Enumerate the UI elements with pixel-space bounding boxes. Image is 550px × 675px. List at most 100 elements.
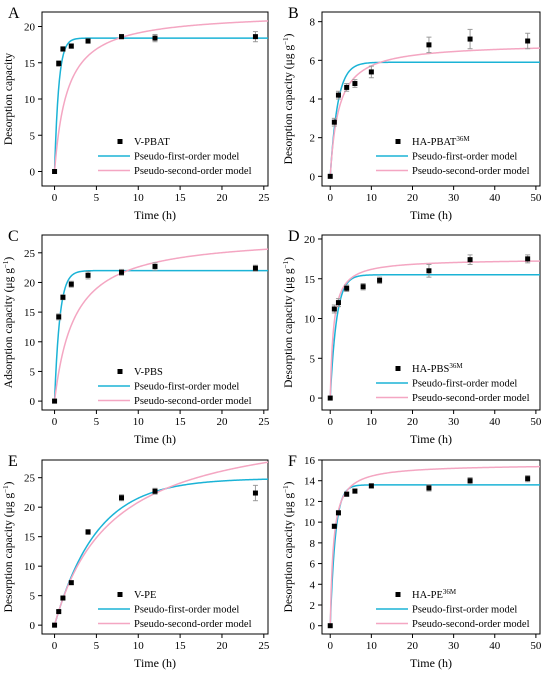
superscript: −1: [2, 260, 10, 268]
pseudo-second-order-curve: [329, 47, 540, 177]
x-tick-label: 15: [175, 192, 187, 204]
y-tick-label: 8: [310, 17, 316, 29]
superscript: 36M: [449, 362, 463, 370]
y-axis-label: Desorption capacity: [3, 53, 15, 146]
data-point: [467, 257, 473, 263]
y-tick-label: 5: [30, 366, 36, 378]
data-point: [60, 595, 66, 601]
y-tick-label: 20: [24, 277, 36, 289]
x-tick-label: 0: [327, 192, 333, 204]
data-point: [119, 495, 125, 501]
data-point: [331, 306, 337, 312]
closing-paren: ): [283, 481, 295, 485]
data-point: [152, 488, 158, 494]
data-point: [56, 609, 62, 615]
x-tick-label: 0: [52, 192, 58, 204]
y-tick-label: 0: [30, 620, 36, 632]
data-point: [344, 84, 350, 90]
x-axis-label: Time (h): [410, 208, 452, 222]
y-tick-label: 20: [24, 502, 36, 514]
legend: V-PE Pseudo-first-order model Pseudo-secon…: [98, 590, 252, 630]
x-tick-label: 5: [94, 416, 100, 428]
legend-label: Pseudo-second-order model: [412, 166, 530, 177]
legend-label: Pseudo-first-order model: [134, 152, 239, 163]
legend-label: Pseudo-first-order model: [412, 152, 517, 163]
legend-label: HA-PBS36M: [412, 362, 463, 375]
panel-letter: A: [8, 5, 20, 22]
y-tick-label: 25: [24, 473, 36, 485]
superscript: −1: [2, 485, 10, 493]
x-tick-label: 5: [94, 640, 100, 652]
x-tick-label: 30: [448, 416, 460, 428]
y-axis-label: Desorption capacity (μg g−1): [282, 481, 295, 612]
pseudo-first-order-curve: [53, 269, 268, 402]
legend-label: Pseudo-first-order model: [412, 605, 517, 616]
y-tick-label: 0: [310, 621, 316, 633]
pseudo-first-order-curve: [329, 61, 540, 177]
chart-panel-a: A 0 5 10 15 20 25 0 5 10 15 20 Time (h) Desorption ca…: [3, 5, 270, 222]
data-point: [525, 476, 531, 482]
y-tick-label: 15: [24, 532, 36, 544]
y-tick-label: 15: [304, 274, 316, 286]
data-point: [68, 580, 74, 586]
x-axis-label: Time (h): [134, 208, 176, 222]
data-point: [331, 523, 337, 529]
legend-label: Pseudo-second-order model: [134, 166, 252, 177]
data-point: [426, 268, 432, 274]
y-tick-label: 20: [304, 234, 316, 246]
data-point: [467, 478, 473, 484]
data-point: [85, 272, 91, 278]
x-tick-label: 20: [216, 192, 228, 204]
x-tick-label: 40: [489, 416, 501, 428]
legend-label: Pseudo-second-order model: [412, 393, 530, 404]
panel-letter: C: [8, 228, 19, 245]
legend: V-PBS Pseudo-first-order model Pseudo-seco…: [98, 367, 252, 407]
chart-panel-b: B 0 10 20 30 40 50 0 2 4 6 8 Time (h) Desorption capa…: [282, 5, 542, 222]
data-point: [52, 169, 58, 174]
x-axis-label: Time (h): [410, 432, 452, 446]
x-tick-label: 0: [52, 640, 58, 652]
plot-frame: [321, 234, 541, 411]
data-point: [60, 46, 66, 52]
y-tick-label: 5: [30, 130, 36, 142]
legend-marker-square: [117, 592, 123, 597]
data-point: [352, 488, 358, 494]
closing-paren: ): [3, 481, 15, 485]
x-tick-label: 10: [366, 640, 378, 652]
x-axis-label: Time (h): [134, 432, 176, 446]
x-tick-label: 10: [133, 416, 145, 428]
x-tick-label: 20: [407, 416, 419, 428]
data-point: [60, 294, 66, 300]
x-tick-label: 0: [327, 416, 333, 428]
legend-label: V-PBAT: [134, 137, 170, 148]
closing-paren: ): [283, 33, 295, 37]
pseudo-first-order-curve: [329, 274, 540, 399]
legend-label: V-PBS: [134, 367, 163, 378]
y-axis-label: Desorption capacity (μg g−1): [282, 257, 295, 388]
panel-letter: E: [8, 453, 18, 470]
superscript: −1: [282, 485, 290, 493]
x-tick-label: 50: [530, 416, 542, 428]
y-tick-label: 10: [24, 561, 36, 573]
legend-label: Pseudo-second-order model: [412, 619, 530, 630]
y-tick-label: 10: [24, 94, 36, 106]
x-tick-label: 25: [258, 416, 270, 428]
panel-letter: D: [288, 228, 300, 245]
y-tick-label: 0: [30, 167, 36, 179]
pseudo-first-order-curve: [329, 484, 540, 626]
y-tick-label: 2: [310, 600, 316, 612]
y-tick-label: 16: [304, 455, 316, 467]
data-point: [52, 622, 58, 628]
data-point: [368, 483, 374, 489]
pseudo-second-order-curve: [53, 461, 268, 626]
y-tick-label: 25: [24, 248, 36, 260]
y-tick-label: 20: [24, 22, 36, 34]
y-tick-label: 6: [310, 55, 316, 67]
x-tick-label: 20: [407, 640, 419, 652]
data-point: [335, 300, 341, 306]
y-tick-label: 6: [310, 559, 316, 571]
legend-label: HA-PBAT36M: [412, 135, 470, 148]
legend: HA-PBS36M Pseudo-first-order model Pseudo-…: [376, 362, 530, 404]
y-tick-label: 5: [310, 353, 316, 365]
data-point: [360, 284, 366, 290]
